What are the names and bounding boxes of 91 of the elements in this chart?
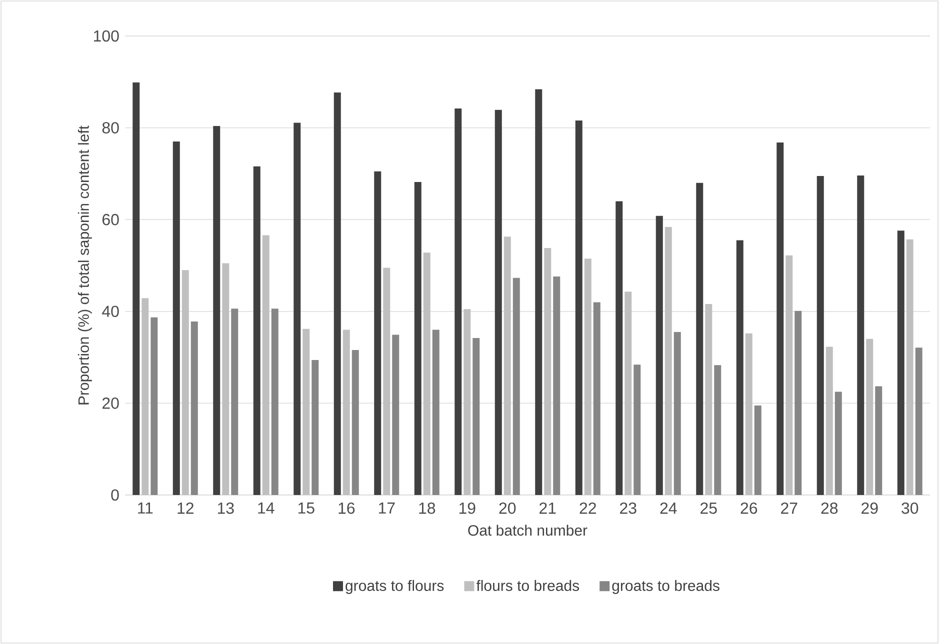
bar	[464, 309, 471, 495]
bar	[826, 346, 833, 495]
bar	[190, 321, 198, 495]
x-tick-label: 12	[178, 502, 194, 514]
bar	[414, 182, 422, 495]
x-tick-label: 21	[540, 502, 556, 514]
bar	[172, 142, 180, 495]
bar	[794, 310, 802, 495]
bar	[776, 142, 784, 495]
y-tick-label: 60	[102, 214, 119, 226]
bar	[294, 122, 301, 495]
bar	[634, 364, 641, 495]
legend-label: groats to flours	[346, 580, 444, 594]
y-tick-label: 0	[111, 489, 119, 501]
bar	[575, 120, 582, 495]
bar	[504, 236, 511, 495]
y-tick-label: 80	[102, 122, 119, 134]
y-tick-label: 100	[94, 30, 119, 42]
legend-label: groats to breads	[612, 580, 720, 594]
bar	[834, 392, 842, 495]
bar	[754, 405, 762, 495]
bar	[535, 89, 542, 495]
bar	[352, 350, 359, 495]
bar	[616, 201, 623, 495]
bar	[906, 239, 914, 495]
x-tick-label: 16	[338, 502, 355, 514]
bar	[696, 182, 704, 495]
bar	[786, 255, 793, 495]
x-tick-label: 14	[258, 502, 274, 514]
x-tick-label: 25	[700, 502, 717, 514]
bar	[432, 330, 440, 495]
bar	[714, 365, 722, 495]
bar	[875, 386, 882, 495]
y-axis-title: Proportion (%) of total saponin content left	[78, 126, 92, 404]
x-tick-label: 24	[660, 502, 677, 514]
x-tick-label: 23	[620, 502, 636, 514]
bar	[494, 110, 502, 495]
x-tick-label: 20	[499, 502, 516, 514]
bar	[454, 108, 462, 495]
bar	[472, 338, 480, 495]
bar	[231, 308, 238, 495]
bar	[745, 333, 752, 495]
y-tick-label: 40	[102, 306, 119, 318]
bar	[302, 328, 310, 495]
x-tick-label: 29	[862, 502, 878, 514]
bar	[915, 348, 922, 495]
bar	[674, 332, 681, 495]
bar	[897, 230, 904, 495]
x-tick-label: 13	[218, 502, 234, 514]
bar	[262, 235, 270, 495]
x-tick-label: 30	[902, 502, 918, 514]
x-tick-label: 15	[298, 502, 314, 514]
bar	[624, 292, 632, 495]
bar	[253, 166, 260, 495]
bar	[342, 330, 350, 495]
bar	[423, 252, 430, 495]
bar	[656, 216, 663, 495]
bar	[544, 248, 552, 495]
bar	[593, 302, 600, 495]
bar	[553, 276, 560, 495]
x-tick-label: 11	[138, 502, 153, 514]
x-tick-label: 17	[378, 502, 395, 514]
bar	[816, 176, 824, 495]
bar	[132, 82, 140, 495]
bar	[664, 226, 672, 495]
x-tick-label: 28	[821, 502, 838, 514]
x-tick-label: 19	[459, 502, 476, 514]
x-tick-label: 26	[740, 502, 758, 514]
bar	[222, 263, 230, 495]
bar	[142, 298, 149, 495]
bar	[312, 360, 319, 495]
bar	[271, 308, 278, 495]
bar	[866, 338, 874, 495]
bar	[857, 176, 864, 495]
bar	[392, 334, 400, 495]
bar	[736, 240, 744, 495]
x-axis-title: Oat batch number	[468, 524, 588, 536]
bar	[512, 278, 520, 495]
bar	[584, 258, 592, 495]
x-tick-label: 18	[419, 502, 436, 514]
x-tick-label: 27	[781, 502, 798, 514]
bar	[374, 171, 382, 495]
x-tick-label: 22	[580, 502, 596, 514]
y-tick-label: 20	[102, 398, 119, 409]
bar	[705, 304, 712, 495]
bar	[383, 268, 390, 495]
bar	[334, 92, 341, 495]
bar	[150, 317, 158, 495]
legend-label: flours to breads	[476, 580, 580, 591]
bar	[213, 126, 220, 495]
bar	[182, 270, 189, 495]
